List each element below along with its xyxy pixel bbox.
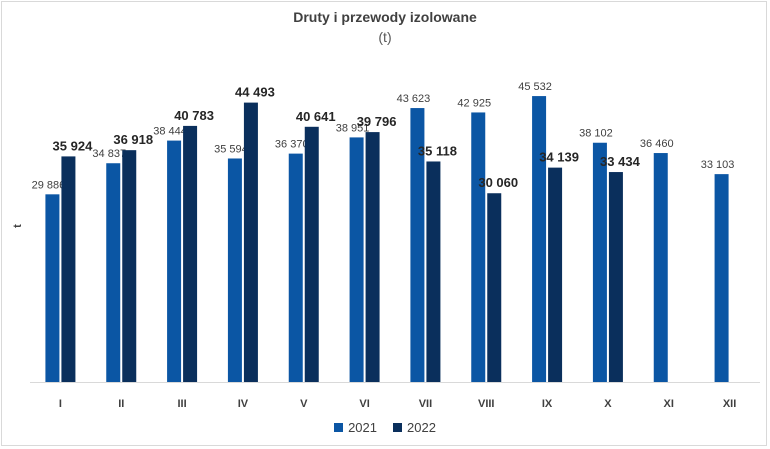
x-tick-label-V: V [300,398,308,410]
bar-2021-VI[interactable] [349,137,364,382]
data-label-2021-XI: 36 460 [640,138,674,150]
data-label-2022-IX: 34 139 [539,150,579,165]
legend-swatch-2021 [334,423,344,432]
x-tick-label-IX: IX [542,398,553,410]
bar-2022-VI[interactable] [365,132,380,382]
data-label-2021-VII: 43 623 [397,93,431,105]
x-tick-label-IV: IV [238,398,249,410]
bar-2021-VII[interactable] [410,108,425,383]
chart-title: Druty i przewody izolowane [293,9,477,25]
data-label-2022-IV: 44 493 [235,85,275,100]
x-tick-label-III: III [177,398,186,410]
x-tick-label-VIII: VIII [478,398,495,410]
chart-subtitle: (t) [378,29,392,45]
x-tick-label-XI: XI [664,398,674,410]
bar-2022-X[interactable] [608,172,623,382]
data-label-2021-V: 36 370 [275,139,309,151]
data-label-2021-III: 38 444 [153,126,187,138]
x-tick-label-XII: XII [723,398,736,410]
bar-2021-IV[interactable] [227,158,242,382]
data-label-2022-VIII: 30 060 [478,175,518,190]
x-tick-label-X: X [604,398,612,410]
bar-2022-IV[interactable] [243,102,258,383]
legend-label-2022: 2022 [407,420,436,435]
bar-2022-I[interactable] [61,156,76,382]
data-label-2022-II: 36 918 [113,132,153,147]
data-label-2022-I: 35 924 [53,138,94,153]
data-label-2021-VI: 38 951 [336,122,370,134]
data-label-2021-II: 34 837 [92,148,126,160]
bar-2021-IX[interactable] [532,96,547,383]
data-label-2022-VI: 39 796 [357,114,397,129]
bar-2022-V[interactable] [304,126,319,383]
legend: 2021 2022 [0,420,770,435]
legend-item-2021[interactable]: 2021 [334,420,377,435]
data-label-2021-IV: 35 594 [214,143,248,155]
bar-2022-IX[interactable] [548,167,563,382]
x-tick-label-I: I [59,398,62,410]
legend-swatch-2022 [393,423,402,432]
data-label-2021-IX: 45 532 [518,81,552,93]
bar-2021-III[interactable] [167,140,182,382]
x-tick-label-VI: VI [359,398,369,410]
data-label-2022-V: 40 641 [296,109,336,124]
bar-2021-VIII[interactable] [471,112,486,382]
bar-2021-I[interactable] [45,194,60,382]
data-label-2022-X: 33 434 [600,154,641,169]
bar-2022-VII[interactable] [426,161,441,382]
bar-2021-II[interactable] [106,163,121,382]
legend-item-2022[interactable]: 2022 [393,420,436,435]
data-label-2022-III: 40 783 [174,108,214,123]
data-label-2021-I: 29 886 [32,179,66,191]
data-label-2022-VII: 35 118 [418,143,457,158]
data-label-2021-VIII: 42 925 [457,97,491,109]
bar-2021-V[interactable] [288,153,303,382]
bar-2022-II[interactable] [122,150,137,382]
data-label-2021-XII: 33 103 [701,159,735,171]
bar-2022-VIII[interactable] [487,193,502,382]
data-label-2021-X: 38 102 [579,128,613,140]
bar-2021-XI[interactable] [653,153,668,382]
x-tick-label-II: II [118,398,124,410]
bar-2022-III[interactable] [183,125,198,382]
legend-label-2021: 2021 [348,420,377,435]
bar-2021-X[interactable] [592,142,607,382]
bar-2021-XII[interactable] [714,174,729,382]
x-tick-label-VII: VII [419,398,432,410]
